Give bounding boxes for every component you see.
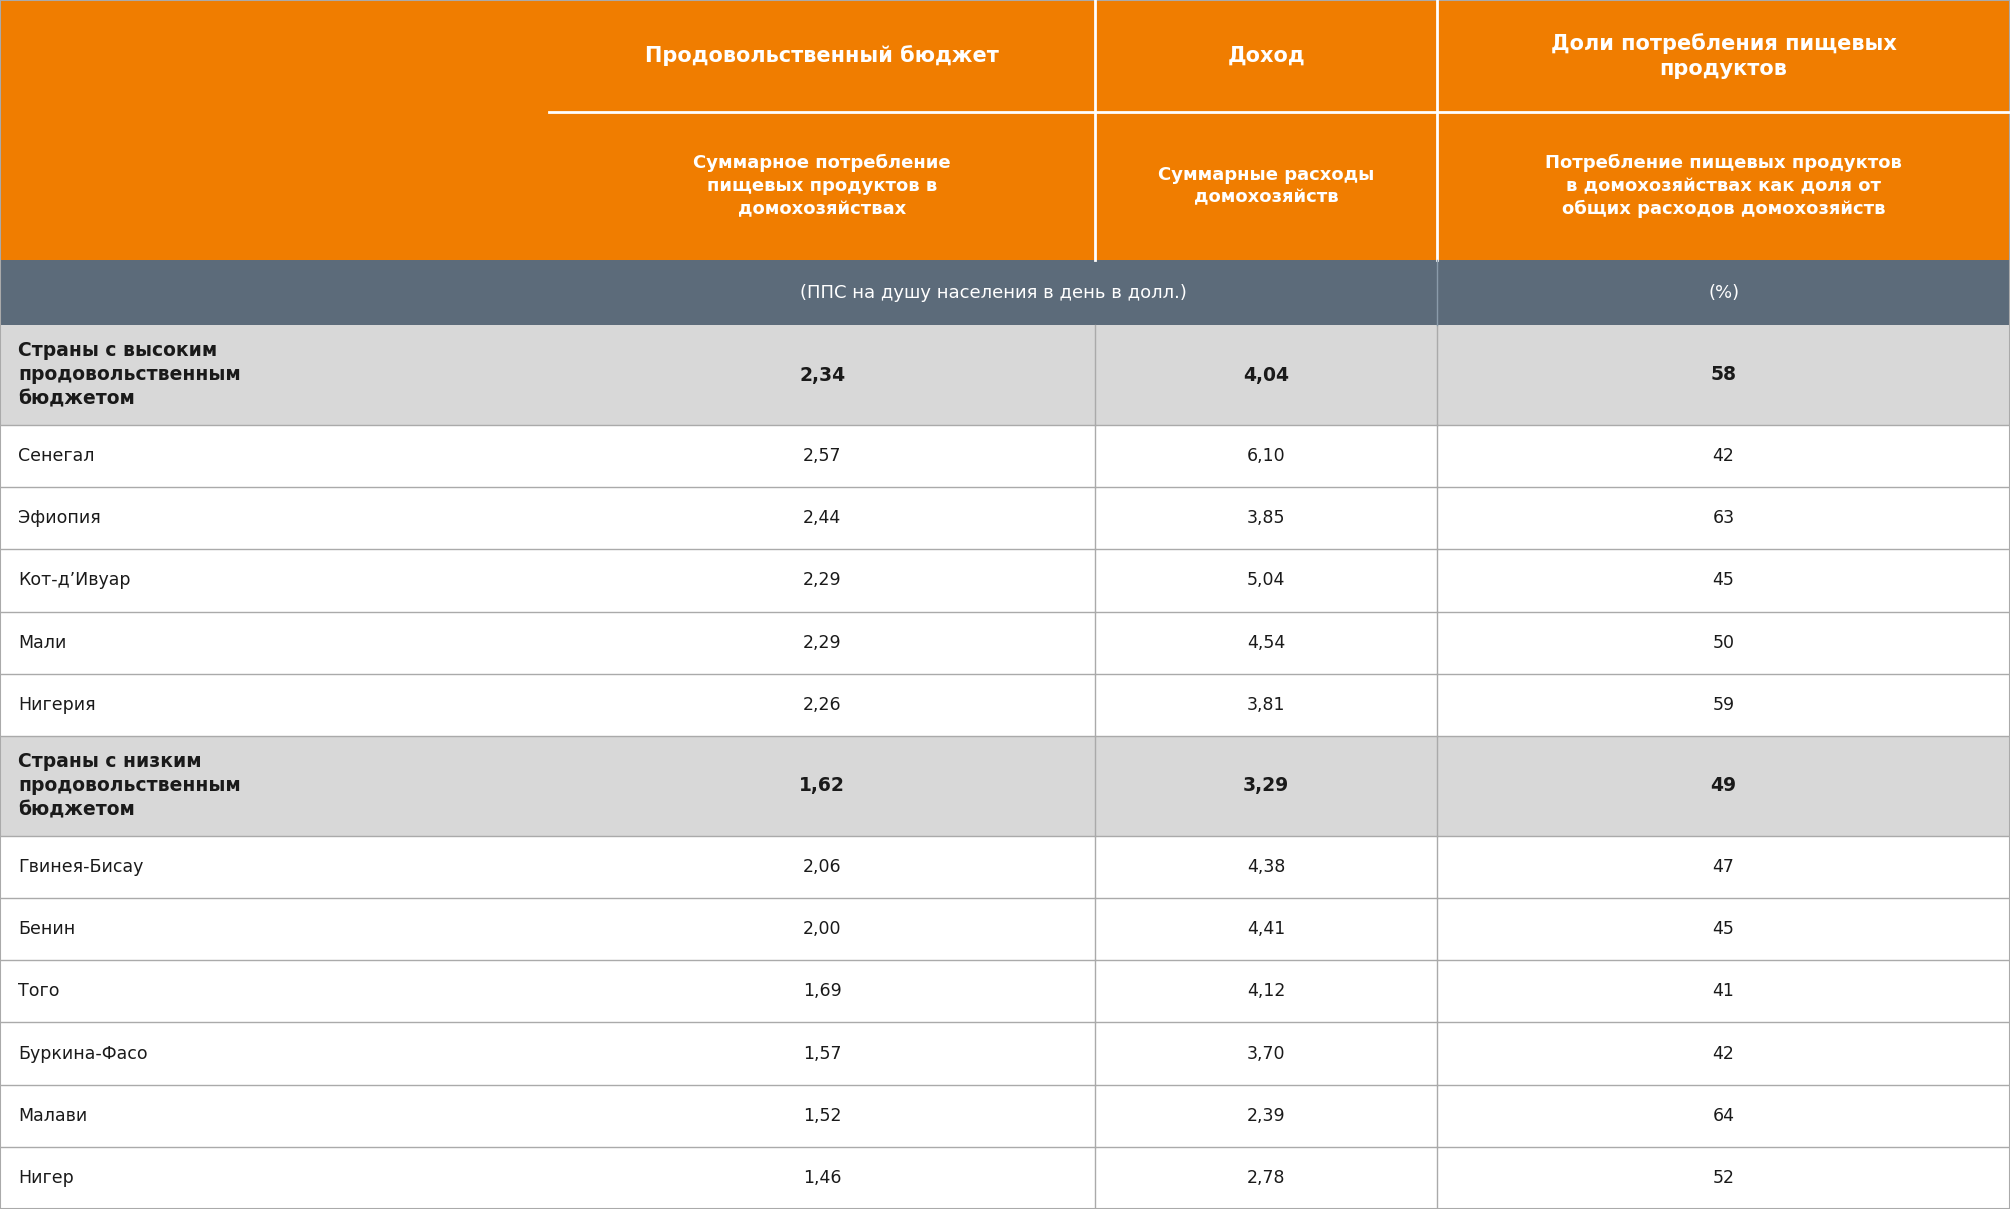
Text: 3,85: 3,85 [1246, 509, 1286, 527]
Text: 3,81: 3,81 [1246, 696, 1286, 713]
Bar [0, 673, 2010, 736]
Text: 2,39: 2,39 [1246, 1106, 1286, 1124]
Bar [0, 549, 2010, 612]
Text: 47: 47 [1713, 858, 1735, 877]
Text: Мали: Мали [18, 634, 66, 652]
Text: 2,57: 2,57 [802, 447, 842, 465]
Text: Суммарные расходы
домохозяйств: Суммарные расходы домохозяйств [1158, 166, 1375, 207]
Text: Доход: Доход [1228, 46, 1304, 66]
Bar [0, 1023, 2010, 1084]
Bar [0, 960, 2010, 1023]
Text: Продовольственный бюджет: Продовольственный бюджет [645, 46, 999, 66]
Text: 42: 42 [1713, 1045, 1735, 1063]
Text: 5,04: 5,04 [1246, 572, 1286, 590]
Text: Потребление пищевых продуктов
в домохозяйствах как доля от
общих расходов домохо: Потребление пищевых продуктов в домохозя… [1546, 154, 1901, 218]
Bar [0, 260, 2010, 325]
Text: 4,04: 4,04 [1244, 365, 1288, 384]
Text: 6,10: 6,10 [1246, 447, 1286, 465]
Text: 63: 63 [1713, 509, 1735, 527]
Text: 1,46: 1,46 [802, 1169, 842, 1187]
Text: 58: 58 [1711, 365, 1737, 384]
Text: 2,00: 2,00 [802, 920, 842, 938]
Text: 3,70: 3,70 [1246, 1045, 1286, 1063]
Text: Буркина-Фасо: Буркина-Фасо [18, 1045, 147, 1063]
Text: 3,29: 3,29 [1242, 776, 1290, 796]
Text: Страны с низким
продовольственным
бюджетом: Страны с низким продовольственным бюджет… [18, 752, 241, 820]
Text: 1,57: 1,57 [802, 1045, 842, 1063]
Bar [0, 426, 2010, 487]
Text: 50: 50 [1713, 634, 1735, 652]
Text: 2,78: 2,78 [1246, 1169, 1286, 1187]
Bar [0, 736, 2010, 835]
Text: 4,41: 4,41 [1246, 920, 1286, 938]
Text: Кот-д’Ивуар: Кот-д’Ивуар [18, 572, 131, 590]
Text: 49: 49 [1711, 776, 1737, 796]
Text: 59: 59 [1713, 696, 1735, 713]
Text: 2,34: 2,34 [800, 365, 844, 384]
Text: 4,38: 4,38 [1246, 858, 1286, 877]
Bar [0, 612, 2010, 673]
Text: Гвинея-Бисау: Гвинея-Бисау [18, 858, 143, 877]
Text: 42: 42 [1713, 447, 1735, 465]
Text: Бенин: Бенин [18, 920, 74, 938]
Bar [0, 1147, 2010, 1209]
Text: 2,06: 2,06 [802, 858, 842, 877]
Text: 2,29: 2,29 [802, 572, 842, 590]
Bar [0, 0, 2010, 260]
Text: Страны с высоким
продовольственным
бюджетом: Страны с высоким продовольственным бюдже… [18, 341, 241, 409]
Text: Суммарное потребление
пищевых продуктов в
домохозяйствах: Суммарное потребление пищевых продуктов … [693, 154, 951, 218]
Text: Сенегал: Сенегал [18, 447, 94, 465]
Bar [0, 1084, 2010, 1147]
Text: 45: 45 [1713, 920, 1735, 938]
Text: Того: Того [18, 983, 60, 1000]
Text: 1,52: 1,52 [802, 1106, 842, 1124]
Text: (%): (%) [1708, 283, 1739, 301]
Text: 64: 64 [1713, 1106, 1735, 1124]
Text: Эфиопия: Эфиопия [18, 509, 100, 527]
Text: 45: 45 [1713, 572, 1735, 590]
Text: 4,12: 4,12 [1246, 983, 1286, 1000]
Text: 41: 41 [1713, 983, 1735, 1000]
Bar [0, 898, 2010, 960]
Text: 52: 52 [1713, 1169, 1735, 1187]
Text: Нигер: Нигер [18, 1169, 74, 1187]
Bar [0, 487, 2010, 549]
Bar [0, 325, 2010, 426]
Text: 1,62: 1,62 [800, 776, 844, 796]
Text: (ППС на душу населения в день в долл.): (ППС на душу населения в день в долл.) [800, 283, 1186, 301]
Text: 2,26: 2,26 [802, 696, 842, 713]
Text: 4,54: 4,54 [1246, 634, 1286, 652]
Text: 2,44: 2,44 [802, 509, 842, 527]
Text: 1,69: 1,69 [802, 983, 842, 1000]
Text: Малави: Малави [18, 1106, 86, 1124]
Text: Доли потребления пищевых
продуктов: Доли потребления пищевых продуктов [1550, 33, 1897, 80]
Bar [0, 835, 2010, 898]
Text: 2,29: 2,29 [802, 634, 842, 652]
Text: Нигерия: Нигерия [18, 696, 96, 713]
